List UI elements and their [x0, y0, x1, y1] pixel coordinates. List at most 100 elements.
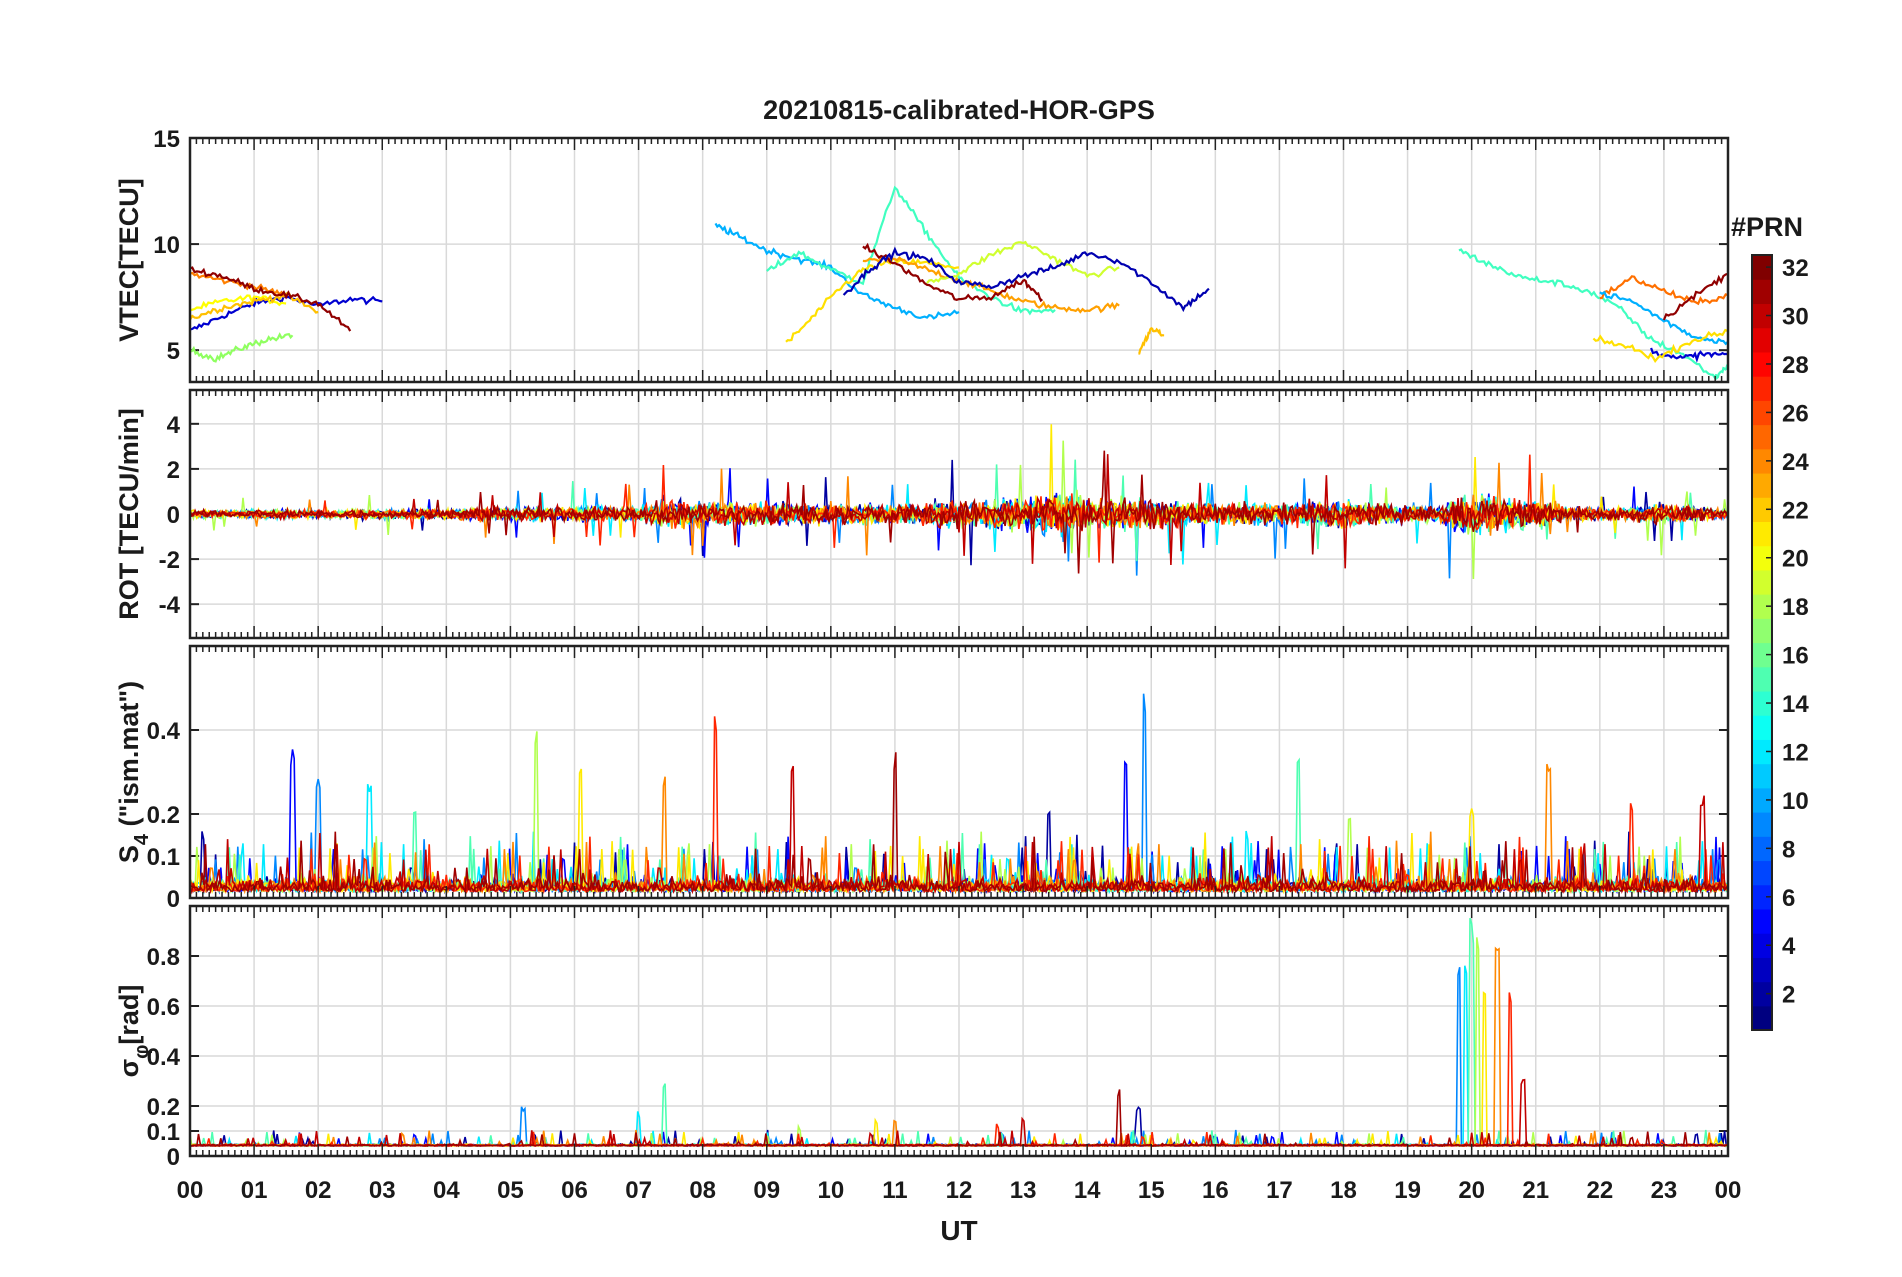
- colorbar-tick-label: 20: [1782, 546, 1809, 573]
- colorbar-tick-label: 10: [1782, 788, 1809, 815]
- colorbar-tick-label: 26: [1782, 400, 1809, 427]
- y-tick-label: 0.2: [147, 1094, 180, 1121]
- vtec-series-prn-21: [785, 257, 960, 343]
- colorbar-tick-label: 2: [1782, 982, 1795, 1009]
- x-tick-label: 14: [1074, 1177, 1101, 1204]
- vtec-series-prn-22: [1138, 326, 1165, 355]
- colorbar-band: [1752, 933, 1772, 958]
- y-axis-label: VTEC[TECU]: [114, 178, 144, 342]
- vtec-series-prn-20: [190, 294, 287, 312]
- colorbar-band: [1752, 424, 1772, 450]
- y-axis-label: σφ[rad]: [114, 985, 153, 1078]
- vtec-series-prn-14: [766, 185, 1056, 316]
- x-tick-label: 04: [433, 1177, 460, 1204]
- colorbar-band: [1752, 1005, 1772, 1031]
- y-axis-label: ROT [TECU/min]: [114, 408, 144, 619]
- colorbar-band: [1752, 569, 1772, 595]
- colorbar-tick-label: 18: [1782, 594, 1809, 621]
- colorbar-band: [1752, 327, 1772, 353]
- x-tick-label: 05: [497, 1177, 524, 1204]
- y-tick-label: 0: [167, 886, 180, 913]
- colorbar-frame: [1751, 254, 1773, 1031]
- colorbar-band: [1752, 715, 1772, 740]
- colorbar-band: [1752, 255, 1772, 280]
- y-tick-label: 0.1: [147, 1119, 180, 1146]
- colorbar-band: [1752, 545, 1772, 571]
- x-tick-label: 09: [753, 1177, 780, 1204]
- y-tick-label: 0.4: [147, 718, 181, 745]
- vtec-series-prn-2: [842, 246, 1210, 313]
- x-tick-label: 23: [1651, 1177, 1678, 1204]
- panel-1: 5 10 15 VTEC[TECU]: [114, 126, 1730, 384]
- y-axis-label: S4 ("ism.mat"): [114, 681, 153, 863]
- y-tick-label: 0: [167, 502, 180, 529]
- colorbar-tick-label: 32: [1782, 255, 1809, 282]
- y-tick-label: -4: [159, 592, 181, 619]
- x-tick-label: 19: [1394, 1177, 1421, 1204]
- y-tick-label: 4: [167, 412, 181, 439]
- colorbar-band: [1752, 787, 1772, 813]
- panel-4: 00.10.2 0.4 0.6 0.8 σφ[rad]: [114, 904, 1730, 1171]
- x-axis: 00 01 02 03 04 05 06 07 08 09 10 11 12 13 14 15 16 17 18 19…: [177, 1177, 1742, 1204]
- panel-data: [190, 424, 1728, 580]
- colorbar-band: [1752, 618, 1772, 644]
- x-tick-label: 08: [689, 1177, 716, 1204]
- x-tick-label: 06: [561, 1177, 588, 1204]
- colorbar-tick-label: 16: [1782, 643, 1809, 670]
- x-tick-label: 11: [882, 1177, 907, 1204]
- y-tick-label: 10: [153, 232, 180, 259]
- colorbar-tick-label: 28: [1782, 352, 1809, 379]
- series-prn-31: [190, 450, 1728, 574]
- x-tick-label: 10: [817, 1177, 844, 1204]
- panel-3: 0 0.1 0.2 0.4S4 ("ism.mat"): [114, 644, 1730, 913]
- y-tick-label: 5: [167, 338, 180, 365]
- colorbar-tick-label: 22: [1782, 497, 1809, 524]
- colorbar-band: [1752, 981, 1772, 1007]
- colorbar-tick-label: 4: [1782, 933, 1796, 960]
- colorbar-band: [1752, 303, 1772, 329]
- colorbar-band: [1752, 497, 1772, 523]
- vtec-series-prn-17: [190, 332, 294, 363]
- y-tick-label: 2: [167, 457, 180, 484]
- colorbar-band: [1752, 521, 1772, 547]
- colorbar-tick-label: 8: [1782, 836, 1795, 863]
- vtec-series-prn-31: [190, 266, 352, 332]
- vtec-series-prn-31: [1662, 272, 1728, 321]
- vtec-series-prn-22: [190, 290, 319, 321]
- y-tick-label: 0.8: [147, 944, 180, 971]
- y-tick-label: -2: [159, 547, 180, 574]
- vtec-series-prn-23: [862, 256, 1120, 314]
- x-tick-label: 16: [1202, 1177, 1229, 1204]
- colorbar-label: #PRN: [1731, 212, 1803, 242]
- panel-2: -4 -2 0 2 4 ROT [TECU/min]: [114, 388, 1730, 640]
- colorbar-band: [1752, 812, 1772, 837]
- colorbar-band: [1752, 739, 1772, 765]
- colorbar-band: [1752, 351, 1772, 377]
- y-tick-label: 0: [167, 1144, 180, 1171]
- y-tick-label: 0.6: [147, 994, 180, 1021]
- colorbar-band: [1752, 642, 1772, 668]
- colorbar-tick-label: 30: [1782, 304, 1809, 331]
- x-tick-label: 15: [1138, 1177, 1165, 1204]
- y-tick-label: 0.4: [147, 1044, 181, 1071]
- colorbar-tick-label: 6: [1782, 885, 1795, 912]
- y-tick-label: 0.2: [147, 802, 180, 829]
- colorbar-band: [1752, 594, 1772, 619]
- x-axis-label: UT: [940, 1215, 977, 1246]
- colorbar-band: [1752, 448, 1772, 474]
- colorbar-band: [1752, 763, 1772, 789]
- colorbar-band: [1752, 279, 1772, 305]
- colorbar-band: [1752, 884, 1772, 910]
- x-tick-label: 02: [305, 1177, 332, 1204]
- vtec-series-prn-25: [1599, 275, 1728, 306]
- x-tick-label: 00: [1715, 1177, 1742, 1204]
- panel-frame: [188, 904, 1730, 1158]
- panel-data: [190, 185, 1728, 382]
- vtec-series-prn-31: [862, 242, 1044, 303]
- colorbar-tick-label: 12: [1782, 739, 1809, 766]
- x-tick-label: 01: [241, 1177, 268, 1204]
- x-tick-label: 22: [1586, 1177, 1613, 1204]
